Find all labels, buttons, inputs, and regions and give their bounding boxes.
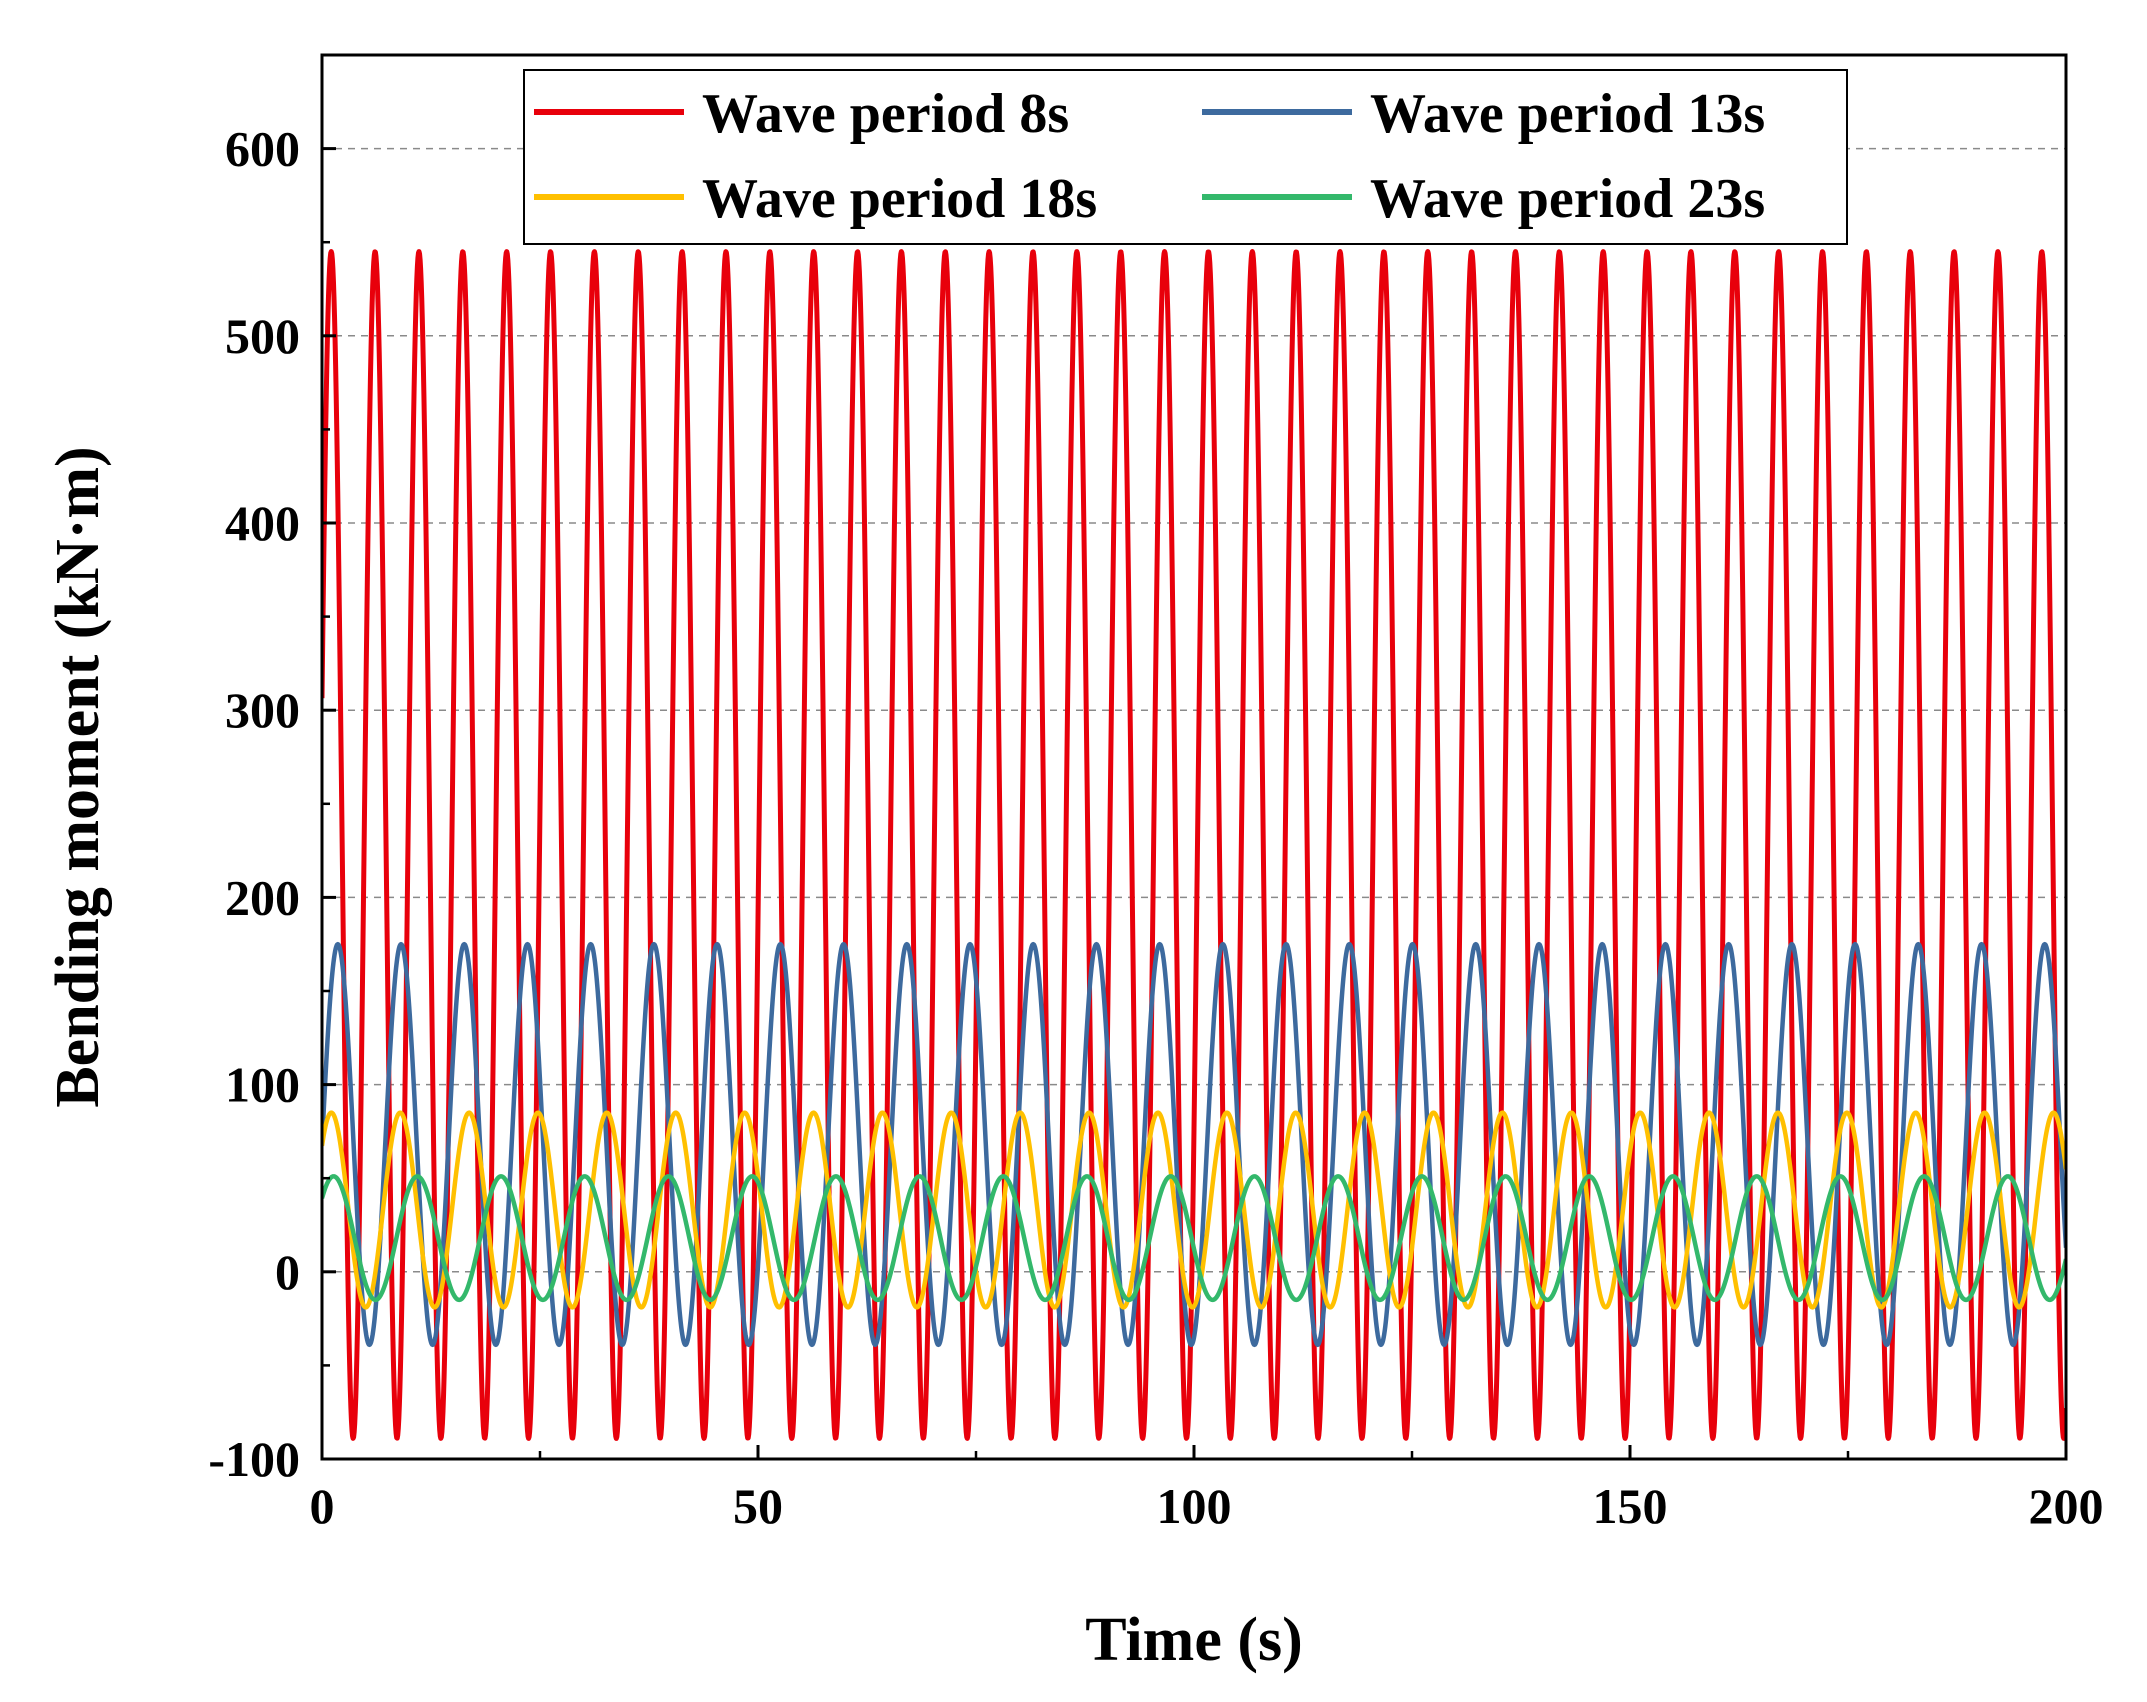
x-tick-label-1: 50: [733, 1478, 783, 1534]
legend-item-wave-18s: Wave period 18s: [534, 168, 1097, 230]
y-tick-label-0: -100: [208, 1431, 300, 1487]
legend-label-wave-23s: Wave period 23s: [1370, 168, 1765, 230]
legend-item-wave-8s: Wave period 8s: [534, 83, 1069, 145]
x-axis-title: Time (s): [1085, 1606, 1303, 1674]
legend-box: [523, 69, 1848, 245]
legend-item-wave-13s: Wave period 13s: [1202, 83, 1765, 145]
legend-label-wave-18s: Wave period 18s: [702, 168, 1097, 230]
x-tick-label-0: 0: [310, 1478, 335, 1534]
x-tick-label-4: 200: [2029, 1478, 2104, 1534]
y-tick-label-5: 400: [225, 495, 300, 551]
series-line-wave-period-23s: [322, 1174, 2066, 1303]
y-tick-label-6: 500: [225, 308, 300, 364]
y-tick-label-1: 0: [275, 1244, 300, 1300]
series-line-wave-period-18s: [322, 1110, 2066, 1310]
legend: Wave period 8s Wave period 13s Wave peri…: [523, 69, 1848, 245]
x-tick-label-2: 100: [1157, 1478, 1232, 1534]
legend-label-wave-13s: Wave period 13s: [1370, 83, 1765, 145]
y-axis-title: Bending moment (kN·m): [44, 446, 112, 1107]
x-tick-label-3: 150: [1593, 1478, 1668, 1534]
y-tick-label-3: 200: [225, 869, 300, 925]
series-line-wave-period-8s: [322, 249, 2066, 1441]
y-tick-label-7: 600: [225, 121, 300, 177]
y-tick-label-2: 100: [225, 1057, 300, 1113]
legend-label-wave-8s: Wave period 8s: [702, 83, 1069, 145]
y-axis-ticks: -100 0 100 200 300 400 500 600: [208, 121, 336, 1487]
y-tick-label-4: 300: [225, 682, 300, 738]
x-axis-ticks: 0 50 100 150 200: [310, 1445, 2104, 1534]
legend-item-wave-23s: Wave period 23s: [1202, 168, 1765, 230]
plot-series: [322, 249, 2066, 1441]
